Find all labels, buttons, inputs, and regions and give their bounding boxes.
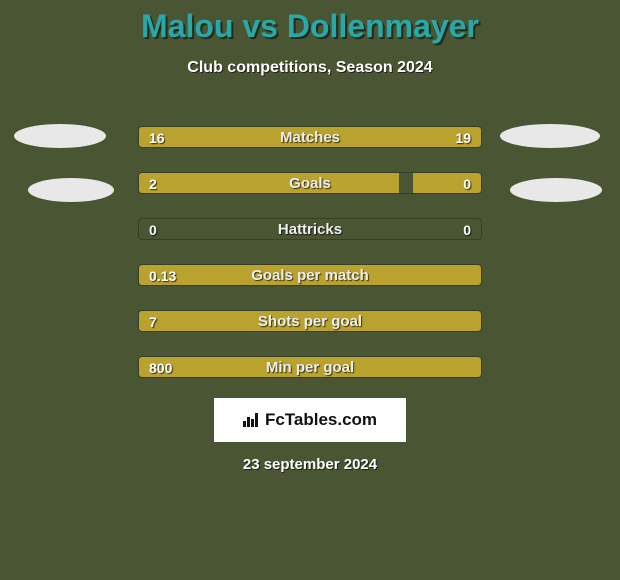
comparison-bars: 16Matches192Goals00Hattricks00.13Goals p…: [138, 126, 482, 402]
date: 23 september 2024: [0, 456, 620, 473]
player-oval: [14, 124, 106, 148]
stat-value-right: 0: [463, 219, 471, 239]
player-oval: [28, 178, 114, 202]
stat-label: Goals: [139, 173, 481, 193]
stat-label: Hattricks: [139, 219, 481, 239]
stat-label: Matches: [139, 127, 481, 147]
stat-row: 2Goals0: [138, 172, 482, 194]
stat-row: 7Shots per goal: [138, 310, 482, 332]
page-title: Malou vs Dollenmayer: [0, 0, 620, 45]
stat-label: Goals per match: [139, 265, 481, 285]
stat-row: 16Matches19: [138, 126, 482, 148]
logo-box: FcTables.com: [214, 398, 406, 442]
stat-label: Min per goal: [139, 357, 481, 377]
bar-chart-icon: [243, 413, 261, 427]
player-oval: [500, 124, 600, 148]
stat-label: Shots per goal: [139, 311, 481, 331]
stat-row: 800Min per goal: [138, 356, 482, 378]
stat-row: 0.13Goals per match: [138, 264, 482, 286]
player-oval: [510, 178, 602, 202]
subtitle: Club competitions, Season 2024: [0, 59, 620, 77]
stat-value-right: 19: [455, 127, 471, 147]
stat-value-right: 0: [463, 173, 471, 193]
logo-text: FcTables.com: [265, 410, 377, 430]
logo: FcTables.com: [243, 410, 377, 430]
stat-row: 0Hattricks0: [138, 218, 482, 240]
